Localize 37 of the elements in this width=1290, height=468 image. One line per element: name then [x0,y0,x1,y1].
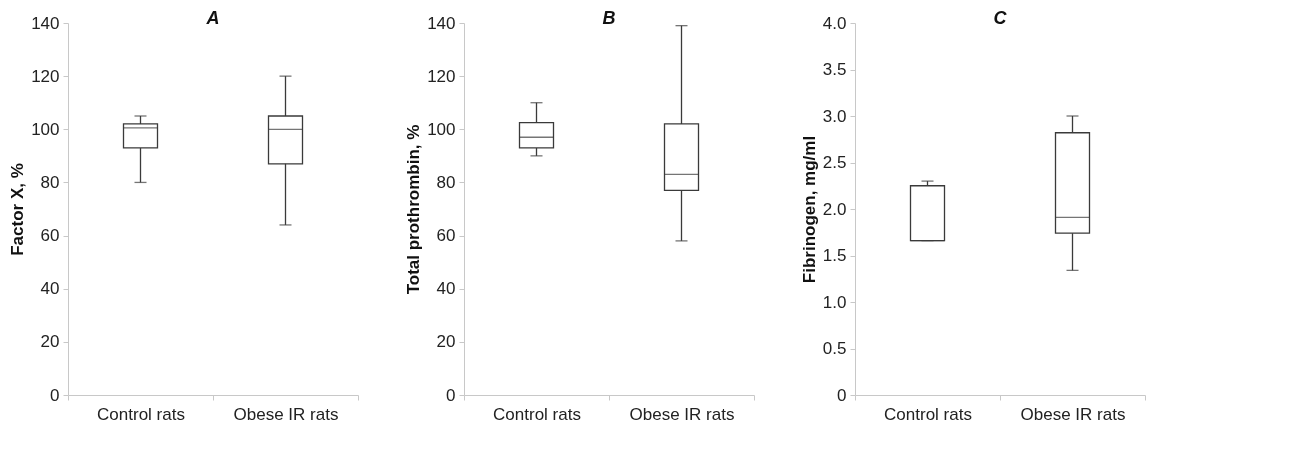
y-tick-label: 1.5 [822,246,847,265]
y-tick-label: 2.0 [822,199,847,219]
y-tick-label: 3.0 [822,106,847,126]
x-tick-label: Obese IR rats [1020,404,1126,424]
y-tick-label: 20 [436,332,456,352]
y-tick-label: 4.0 [822,13,847,33]
x-tick-label: Obese IR rats [629,404,735,424]
y-axis-title: Factor X, % [8,163,28,256]
y-tick-label: 3.5 [822,60,847,79]
y-tick-label: 1.0 [822,292,847,312]
y-axis-title: Fibrinogen, mg/ml [799,135,819,284]
y-tick-label: 100 [427,119,456,139]
y-tick-label: 100 [31,119,60,139]
y-tick-label: 0 [446,385,456,405]
y-tick-label: 80 [40,172,60,192]
y-tick-label: 120 [427,66,456,86]
y-tick-label: 140 [31,13,60,33]
y-tick-label: 140 [427,13,456,33]
x-tick-label: Control rats [884,404,972,424]
y-tick-label: 0 [50,385,60,405]
y-tick-label: 20 [40,332,60,352]
y-tick-label: 80 [436,172,456,192]
y-tick-label: 0.5 [822,339,847,358]
y-tick-label: 40 [436,279,456,299]
y-tick-label: 2.5 [822,153,847,172]
y-tick-label: 0 [837,385,847,405]
y-axis-title: Total prothrombin, % [404,124,424,295]
y-tick-label: 120 [31,66,60,86]
y-tick-label: 60 [40,226,60,246]
chart-title: B [602,8,616,28]
y-tick-label: 60 [436,226,456,246]
x-tick-label: Control rats [97,404,185,424]
chart-title: A [205,8,220,28]
chart-title: C [993,8,1008,28]
x-tick-label: Obese IR rats [233,404,339,424]
x-tick-label: Control rats [493,404,581,424]
y-tick-label: 40 [40,279,60,299]
